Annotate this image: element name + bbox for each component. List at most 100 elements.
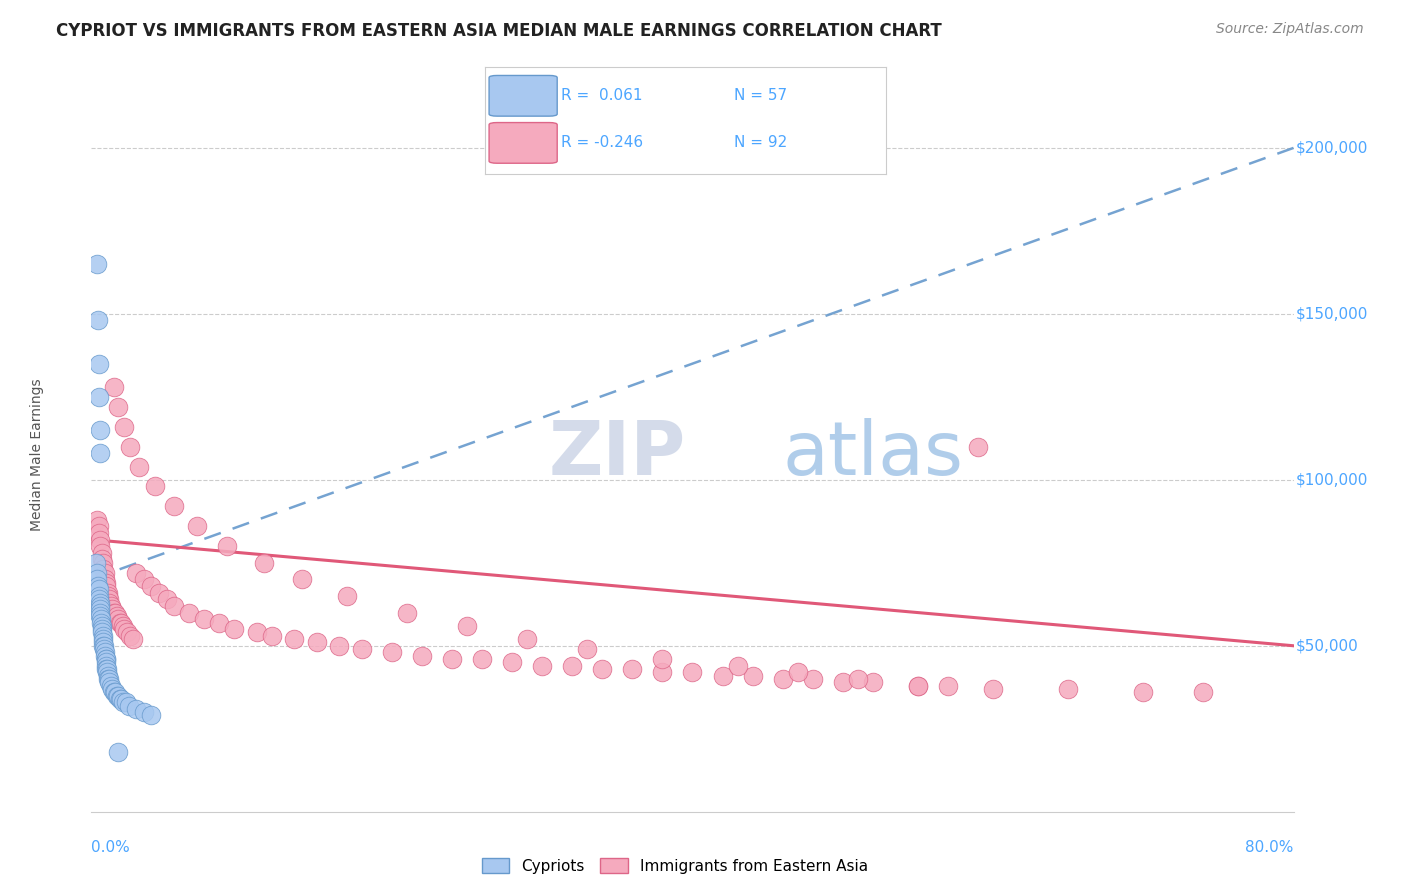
Point — [651, 665, 673, 680]
Point — [862, 675, 884, 690]
Point — [107, 745, 129, 759]
Point — [141, 579, 163, 593]
Point — [96, 662, 118, 676]
Point — [93, 635, 115, 649]
Point — [177, 606, 200, 620]
Point — [591, 662, 613, 676]
Point — [801, 672, 824, 686]
Text: N = 57: N = 57 — [734, 88, 786, 103]
FancyBboxPatch shape — [489, 76, 557, 116]
Point — [114, 419, 136, 434]
Point — [122, 632, 145, 647]
Point — [163, 599, 186, 613]
Point — [97, 668, 120, 682]
Point — [224, 622, 246, 636]
Point — [148, 585, 170, 599]
Point — [967, 440, 990, 454]
Point — [907, 679, 929, 693]
Point — [441, 652, 464, 666]
Point — [91, 632, 114, 647]
Point — [531, 658, 554, 673]
Text: $150,000: $150,000 — [1296, 306, 1368, 321]
Point — [772, 672, 794, 686]
Point — [1132, 685, 1154, 699]
Point — [87, 579, 110, 593]
Point — [111, 695, 134, 709]
Point — [411, 648, 433, 663]
Point — [105, 689, 128, 703]
Text: Median Male Earnings: Median Male Earnings — [31, 378, 45, 532]
Point — [114, 622, 136, 636]
Point — [108, 615, 131, 630]
Text: R = -0.246: R = -0.246 — [561, 136, 644, 151]
Point — [93, 556, 115, 570]
Point — [104, 606, 127, 620]
Text: R =  0.061: R = 0.061 — [561, 88, 643, 103]
Point — [87, 592, 110, 607]
Point — [305, 635, 328, 649]
Text: N = 92: N = 92 — [734, 136, 787, 151]
Point — [117, 625, 139, 640]
Point — [97, 585, 120, 599]
Point — [141, 708, 163, 723]
Point — [94, 648, 117, 663]
Point — [98, 596, 121, 610]
Point — [93, 639, 115, 653]
Point — [103, 606, 125, 620]
Point — [91, 629, 114, 643]
Point — [651, 652, 673, 666]
Text: $200,000: $200,000 — [1296, 140, 1368, 155]
Point — [1057, 681, 1080, 696]
Point — [101, 602, 124, 616]
Point — [381, 645, 404, 659]
Point — [246, 625, 269, 640]
Point — [120, 440, 142, 454]
Point — [741, 668, 763, 682]
Point — [93, 639, 115, 653]
Point — [125, 702, 148, 716]
Point — [94, 573, 117, 587]
Point — [94, 652, 117, 666]
Point — [260, 629, 283, 643]
Point — [90, 552, 112, 566]
Point — [163, 500, 186, 514]
Point — [143, 479, 166, 493]
Point — [97, 672, 120, 686]
Point — [89, 602, 111, 616]
Point — [96, 658, 118, 673]
Point — [132, 705, 155, 719]
Point — [96, 656, 118, 670]
Point — [96, 662, 118, 676]
Point — [907, 679, 929, 693]
Point — [846, 672, 869, 686]
Point — [98, 672, 121, 686]
Point — [94, 652, 117, 666]
Point — [561, 658, 583, 673]
Point — [471, 652, 494, 666]
Text: atlas: atlas — [783, 418, 963, 491]
Point — [87, 313, 110, 327]
Text: 80.0%: 80.0% — [1246, 840, 1294, 855]
Point — [94, 645, 117, 659]
Point — [94, 566, 117, 580]
Point — [395, 606, 418, 620]
Point — [86, 513, 108, 527]
Point — [208, 615, 231, 630]
Point — [727, 658, 749, 673]
Text: Source: ZipAtlas.com: Source: ZipAtlas.com — [1216, 22, 1364, 37]
Point — [97, 589, 120, 603]
Point — [350, 642, 373, 657]
Point — [100, 679, 122, 693]
Point — [90, 546, 112, 560]
Point — [89, 423, 111, 437]
Point — [186, 519, 208, 533]
Point — [90, 625, 112, 640]
Point — [107, 689, 129, 703]
Point — [96, 665, 118, 680]
Point — [87, 525, 110, 540]
Point — [96, 579, 118, 593]
Point — [516, 632, 538, 647]
Point — [90, 622, 112, 636]
Point — [98, 675, 121, 690]
Point — [89, 446, 111, 460]
